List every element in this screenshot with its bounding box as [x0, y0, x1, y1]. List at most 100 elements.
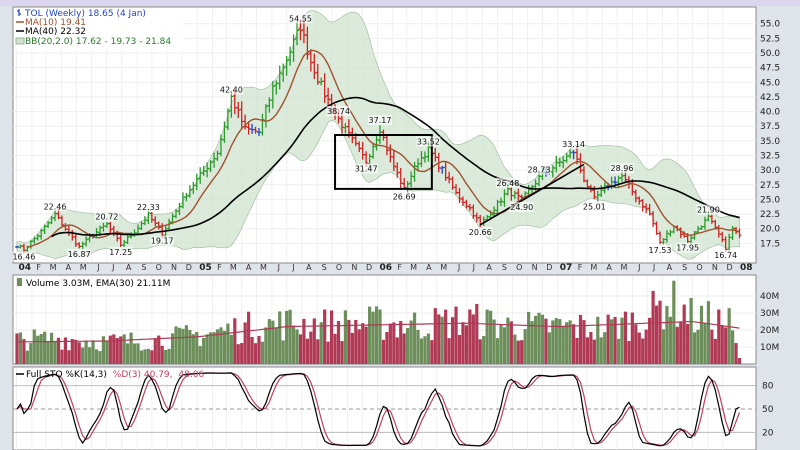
stochastic-tick-label: 50 [762, 405, 774, 415]
volume-bar [395, 337, 399, 364]
price-callout-bg [675, 242, 700, 253]
price-callout: 26.69 [393, 193, 416, 202]
volume-bar [651, 290, 655, 364]
svg-text:Full STO %K(14,3) %D(3): Full STO %K(14,3) %D(3) 40.79, 48.06 [26, 370, 204, 380]
volume-ema-line [17, 320, 740, 343]
volume-bar [502, 327, 507, 364]
volume-bar [18, 332, 23, 364]
volume-bar [378, 309, 382, 364]
volume-bar [706, 301, 711, 364]
price-callout: 26.48 [496, 179, 519, 188]
volume-bar [350, 332, 354, 364]
volume-bar [527, 311, 531, 364]
volume-bar [713, 338, 717, 364]
volume-bar [606, 314, 610, 364]
volume-bar [644, 329, 648, 364]
volume-bar [323, 309, 327, 364]
volume-bar [184, 325, 188, 364]
volume-bar [416, 329, 420, 364]
volume-bar [430, 340, 434, 364]
price-bar [270, 81, 275, 109]
price-bar [581, 166, 586, 183]
volume-bar [136, 343, 140, 364]
volume-bar [81, 347, 85, 364]
volume-bar [285, 310, 289, 364]
volume-bar [468, 309, 472, 364]
volume-bar [143, 349, 147, 364]
price-bar [312, 53, 317, 80]
price-tick-label: 47.5 [760, 64, 780, 74]
volume-bar [112, 334, 116, 364]
volume-bar [146, 348, 150, 364]
volume-bar [364, 326, 368, 364]
volume-bar [309, 331, 313, 364]
volume-bar [60, 349, 64, 364]
volume-bar [39, 334, 43, 364]
price-callout: 22.46 [44, 202, 67, 211]
month-tick-label: J [457, 263, 460, 272]
volume-bar [506, 317, 510, 364]
price-callout-bg [392, 191, 417, 202]
volume-bar [482, 336, 486, 364]
volume-bar [177, 327, 182, 364]
year-tick-label: 06 [380, 263, 393, 273]
price-bar [201, 165, 206, 176]
month-tick-label: D [546, 263, 552, 272]
price-bar [391, 150, 396, 172]
volume-bar [319, 322, 323, 364]
price-legend-bg [15, 8, 183, 50]
volume-bar [302, 318, 306, 364]
price-bar [402, 177, 407, 190]
volume-bar [447, 338, 451, 364]
price-tick-label: 40.0 [760, 108, 780, 118]
volume-bar [281, 340, 285, 364]
ma40-line [51, 96, 740, 238]
volume-bar [295, 329, 299, 364]
price-bar [516, 188, 521, 201]
month-tick-label: M [621, 263, 628, 272]
price-bar [222, 121, 227, 143]
price-callout-bg [108, 246, 133, 257]
month-tick-label: A [306, 263, 312, 272]
volume-bar [371, 311, 375, 364]
volume-bar [461, 322, 465, 364]
month-tick-label: F [36, 263, 41, 272]
volume-bar [105, 340, 109, 364]
volume-bar [253, 343, 258, 364]
price-callout: 17.53 [649, 246, 672, 255]
price-callout: 17.95 [676, 244, 699, 253]
volume-bar [361, 323, 365, 364]
month-tick-label: D [366, 263, 372, 272]
volume-bar [710, 329, 714, 364]
price-callout-bg [527, 164, 552, 175]
volume-bar [720, 325, 724, 364]
price-callout-bg [136, 202, 161, 213]
volume-bar [115, 338, 119, 364]
price-bar [295, 21, 300, 46]
volume-bar [198, 346, 202, 364]
volume-bar [426, 333, 430, 364]
volume-bar [150, 350, 154, 364]
volume-bar [592, 339, 596, 364]
bar-icon [17, 278, 22, 286]
volume-bar [679, 321, 683, 364]
price-callout-bg [561, 138, 586, 149]
volume-bar [267, 319, 271, 364]
volume-bar [575, 337, 579, 364]
volume-bar [219, 327, 223, 364]
volume-bar [222, 330, 227, 364]
volume-bar [53, 341, 57, 364]
volume-bar [568, 320, 572, 364]
volume-bar [616, 338, 621, 364]
volume-bar [326, 341, 330, 364]
price-bars [15, 19, 742, 254]
volume-bar [247, 311, 251, 364]
volume-bar [599, 337, 603, 364]
consolidation-box [334, 134, 433, 190]
month-tick-label: J [472, 263, 475, 272]
price-tick-label: 52.5 [760, 34, 780, 44]
volume-bar [49, 332, 54, 364]
volume-bar [77, 342, 81, 364]
price-callout-bg [94, 211, 119, 222]
price-bar [637, 196, 642, 205]
